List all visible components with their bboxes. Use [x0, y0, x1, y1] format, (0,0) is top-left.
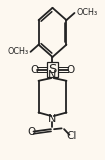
Text: N: N [48, 114, 57, 124]
Text: S: S [48, 63, 57, 76]
Text: OCH₃: OCH₃ [76, 8, 97, 17]
Text: OCH₃: OCH₃ [8, 47, 29, 56]
Text: O: O [66, 65, 75, 75]
Text: Cl: Cl [66, 131, 77, 140]
Text: O: O [30, 65, 39, 75]
Text: N: N [48, 70, 57, 80]
Text: O: O [27, 127, 35, 137]
